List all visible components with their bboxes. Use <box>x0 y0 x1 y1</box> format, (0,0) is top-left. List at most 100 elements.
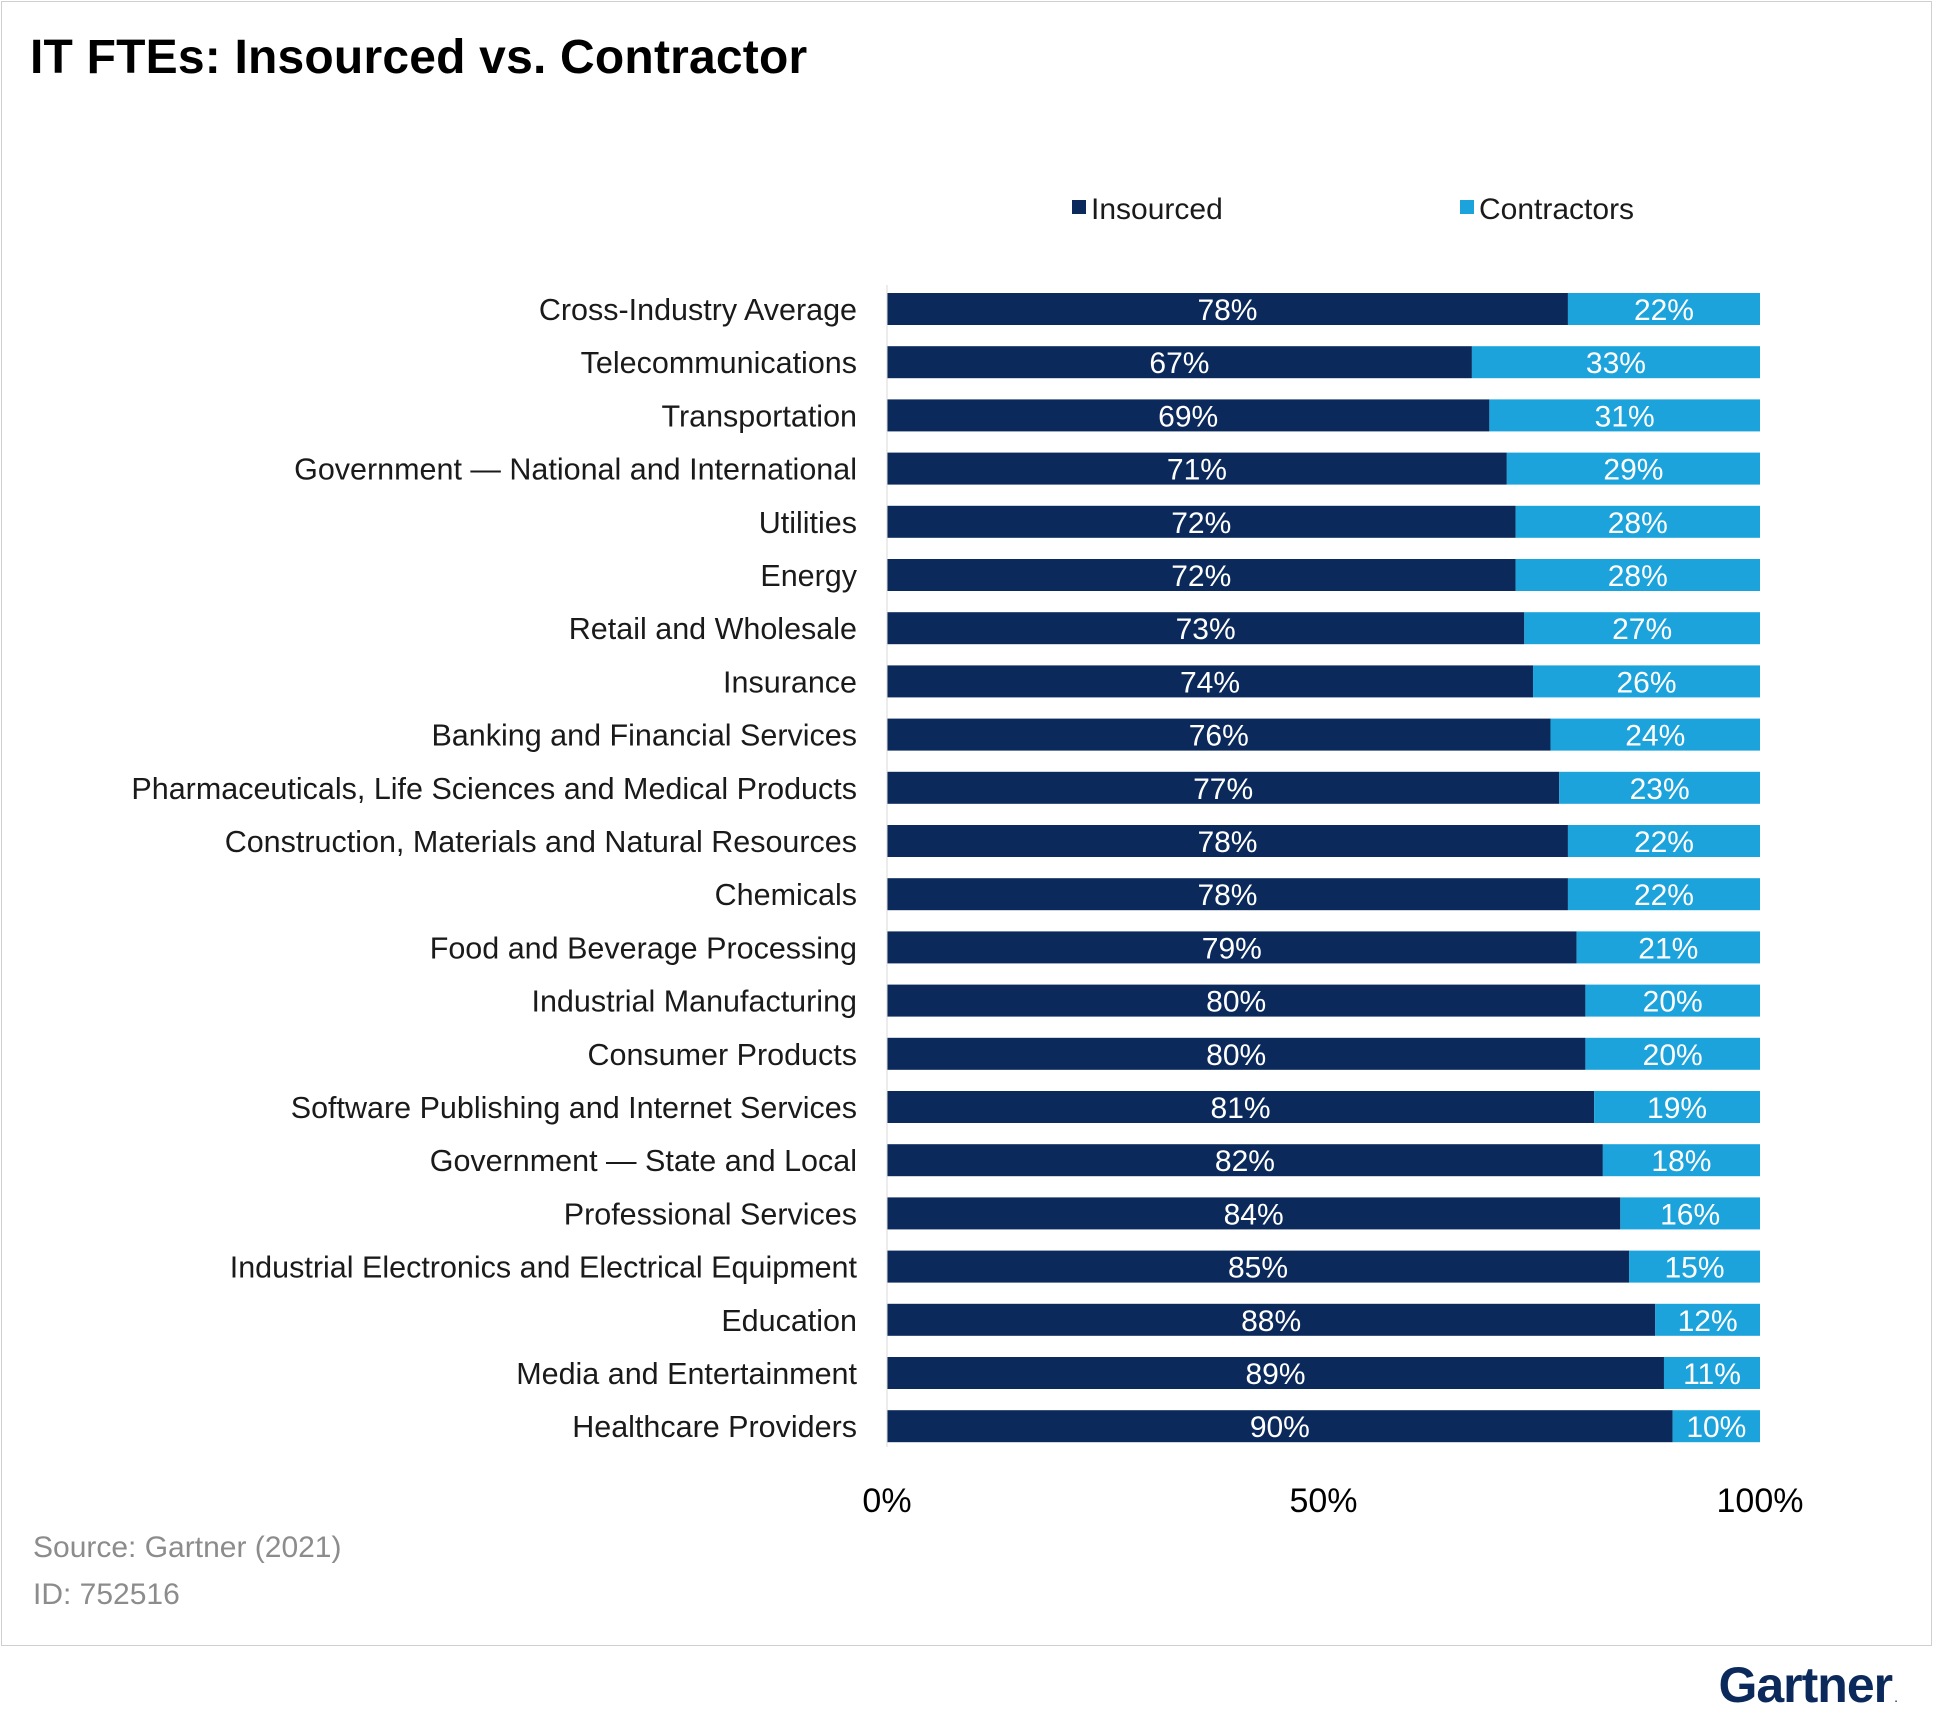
data-label-insourced: 77% <box>1193 773 1253 806</box>
x-tick-label: 100% <box>1717 1482 1804 1520</box>
data-label-insourced: 71% <box>1167 454 1227 487</box>
bar-insourced <box>887 346 1472 379</box>
category-label: Industrial Manufacturing <box>531 985 857 1019</box>
category-label: Chemicals <box>715 878 857 912</box>
bar-insourced <box>887 559 1516 591</box>
data-label-contractors: 28% <box>1608 560 1668 593</box>
data-label-insourced: 90% <box>1250 1411 1310 1444</box>
bar-contractors <box>1594 1091 1760 1123</box>
data-label-insourced: 84% <box>1224 1198 1284 1231</box>
data-label-insourced: 78% <box>1197 294 1257 327</box>
bar-contractors <box>1629 1250 1760 1283</box>
data-label-contractors: 19% <box>1647 1092 1707 1125</box>
category-label: Government — State and Local <box>430 1144 857 1178</box>
data-label-contractors: 28% <box>1608 507 1668 540</box>
bar-contractors <box>1550 718 1760 751</box>
data-label-insourced: 78% <box>1197 879 1257 912</box>
category-label: Cross-Industry Average <box>539 293 857 327</box>
bar-contractors <box>1620 1197 1760 1230</box>
x-tick-label: 0% <box>862 1482 911 1520</box>
data-label-contractors: 11% <box>1683 1358 1741 1391</box>
bar-contractors <box>1602 1144 1760 1177</box>
category-label: Energy <box>760 559 857 593</box>
bar-insourced <box>887 1144 1603 1177</box>
bar-contractors <box>1655 1303 1760 1336</box>
category-label: Healthcare Providers <box>572 1410 857 1444</box>
data-label-contractors: 21% <box>1638 932 1698 965</box>
bar-insourced <box>887 399 1490 432</box>
bar-insourced <box>887 771 1560 804</box>
bar-contractors <box>1672 1410 1760 1443</box>
bar-insourced <box>887 293 1568 325</box>
bar-contractors <box>1506 452 1760 485</box>
data-label-contractors: 27% <box>1612 613 1672 646</box>
category-label: Construction, Materials and Natural Reso… <box>225 825 857 859</box>
legend-label-contractors: Contractors <box>1479 193 1634 226</box>
data-label-contractors: 16% <box>1660 1198 1720 1231</box>
data-label-contractors: 31% <box>1595 400 1655 433</box>
category-label: Retail and Wholesale <box>569 612 857 646</box>
data-label-contractors: 33% <box>1586 347 1646 380</box>
bar-contractors <box>1533 665 1760 698</box>
bar-insourced <box>887 984 1586 1017</box>
data-label-contractors: 22% <box>1634 826 1694 859</box>
data-label-contractors: 26% <box>1616 666 1676 699</box>
data-label-contractors: 20% <box>1643 986 1703 1019</box>
category-label: Utilities <box>759 506 857 540</box>
bar-insourced <box>887 1037 1586 1070</box>
bar-contractors <box>1585 1037 1760 1070</box>
data-label-contractors: 22% <box>1634 879 1694 912</box>
bar-contractors <box>1576 931 1760 964</box>
bar-contractors <box>1515 559 1760 591</box>
category-label: Media and Entertainment <box>516 1357 857 1391</box>
bar-contractors <box>1585 984 1760 1017</box>
bar-contractors <box>1559 771 1760 804</box>
gartner-logo: Gartner. <box>1718 1656 1897 1714</box>
category-label: Software Publishing and Internet Service… <box>291 1091 857 1125</box>
data-label-insourced: 76% <box>1189 720 1249 753</box>
data-label-contractors: 22% <box>1634 294 1694 327</box>
bar-contractors <box>1567 293 1760 325</box>
data-label-insourced: 85% <box>1228 1252 1288 1285</box>
brand-name: Gartner <box>1718 1657 1893 1713</box>
category-label: Consumer Products <box>587 1038 857 1072</box>
bar-insourced <box>887 718 1551 751</box>
bar-insourced <box>887 612 1525 645</box>
bar-insourced <box>887 452 1507 485</box>
data-label-insourced: 80% <box>1206 1039 1266 1072</box>
data-label-insourced: 73% <box>1176 613 1236 646</box>
data-label-insourced: 79% <box>1202 932 1262 965</box>
category-label: Industrial Electronics and Electrical Eq… <box>230 1251 858 1285</box>
data-label-contractors: 12% <box>1678 1305 1738 1338</box>
data-label-insourced: 88% <box>1241 1305 1301 1338</box>
bar-insourced <box>887 665 1534 698</box>
category-label: Food and Beverage Processing <box>430 931 857 965</box>
bar-contractors <box>1663 1357 1760 1389</box>
data-label-insourced: 89% <box>1245 1358 1305 1391</box>
document-id: ID: 752516 <box>33 1578 180 1611</box>
bar-insourced <box>887 505 1516 538</box>
data-label-insourced: 80% <box>1206 986 1266 1019</box>
bar-insourced <box>887 1250 1630 1283</box>
bar-contractors <box>1524 612 1760 645</box>
bar-contractors <box>1489 399 1760 432</box>
bar-insourced <box>887 1357 1664 1389</box>
data-label-insourced: 72% <box>1171 507 1231 540</box>
bar-contractors <box>1471 346 1760 379</box>
bar-insourced <box>887 1303 1656 1336</box>
data-label-insourced: 74% <box>1180 666 1240 699</box>
data-label-contractors: 18% <box>1651 1145 1711 1178</box>
source-note: Source: Gartner (2021) <box>33 1531 342 1564</box>
x-tick-label: 50% <box>1289 1482 1357 1520</box>
legend-label-insourced: Insourced <box>1091 193 1223 226</box>
chart-frame <box>1 1 1932 1646</box>
data-label-contractors: 29% <box>1603 454 1663 487</box>
data-label-contractors: 20% <box>1643 1039 1703 1072</box>
category-label: Transportation <box>661 399 857 433</box>
bar-contractors <box>1567 825 1760 857</box>
chart-title: IT FTEs: Insourced vs. Contractor <box>30 31 808 84</box>
category-label: Government — National and International <box>294 453 857 487</box>
data-label-insourced: 72% <box>1171 560 1231 593</box>
bar-insourced <box>887 825 1568 857</box>
